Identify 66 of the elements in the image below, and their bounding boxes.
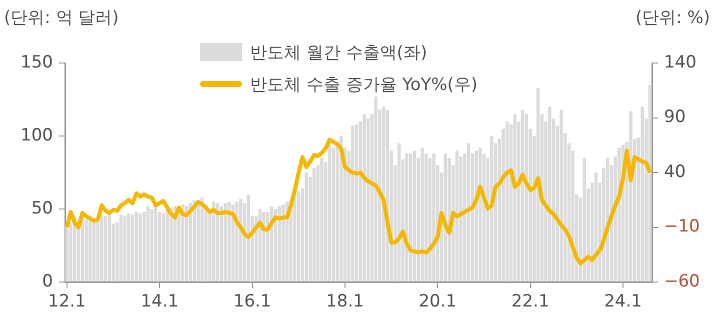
bar <box>150 209 154 282</box>
y2-tick-label: −60 <box>664 271 700 292</box>
y-tick-label: 100 <box>20 125 53 146</box>
bar <box>339 136 343 282</box>
bar <box>154 206 158 282</box>
y2-tick-label: 140 <box>664 52 696 72</box>
bar <box>270 206 274 282</box>
y2-tick-label: −10 <box>664 216 700 237</box>
y-tick-label: 50 <box>31 198 53 218</box>
bar <box>332 148 336 282</box>
bar <box>192 200 196 282</box>
bar <box>123 216 126 282</box>
bar <box>304 172 308 282</box>
x-tick-label: 20.1 <box>418 292 457 312</box>
bar <box>297 191 300 282</box>
x-tick-label: 14.1 <box>140 292 179 312</box>
y-tick-label: 150 <box>20 52 53 72</box>
x-tick-label: 12.1 <box>48 292 86 312</box>
bar <box>282 204 285 282</box>
x-tick-label: 18.1 <box>326 292 364 312</box>
bar <box>212 202 216 282</box>
bar <box>478 148 482 282</box>
bar <box>362 114 366 282</box>
y2-tick-label: 90 <box>664 107 686 128</box>
bar <box>185 206 188 282</box>
bar <box>432 154 436 282</box>
y2-axis-title: (단위: %) <box>635 7 710 29</box>
bar <box>80 218 84 282</box>
bar <box>548 106 552 282</box>
bar <box>408 154 412 282</box>
y-tick-label: 0 <box>42 271 53 292</box>
bar <box>312 168 316 282</box>
bar <box>474 150 478 282</box>
bar <box>278 206 281 282</box>
y-axis-title: (단위: 억 달러) <box>4 7 119 29</box>
bar <box>239 198 242 282</box>
bar <box>224 203 227 282</box>
bar <box>84 219 88 282</box>
bar <box>640 106 644 282</box>
bar <box>138 213 142 282</box>
bar <box>170 208 173 282</box>
bar <box>96 219 100 282</box>
bar <box>351 126 354 282</box>
bar <box>127 213 130 282</box>
bar <box>405 154 408 282</box>
bar <box>520 110 524 282</box>
bar <box>420 148 424 282</box>
bar <box>227 202 231 282</box>
x-tick-label: 16.1 <box>233 292 272 312</box>
bar <box>490 136 494 282</box>
y2-tick-label: 40 <box>664 162 686 182</box>
bar <box>235 202 238 282</box>
bar <box>320 158 324 282</box>
bar <box>560 110 563 282</box>
x-tick-label: 24.1 <box>604 292 642 312</box>
bar <box>293 194 296 282</box>
bar <box>366 118 370 282</box>
bar <box>374 96 378 282</box>
bar <box>262 212 266 282</box>
bar <box>100 214 104 282</box>
legend-label: 반도체 월간 수출액(좌) <box>250 42 428 64</box>
x-tick-label: 22.1 <box>511 292 550 312</box>
bar <box>65 226 69 282</box>
legend-label: 반도체 수출 증가율 YoY%(우) <box>250 74 478 96</box>
bar <box>181 204 184 282</box>
bar <box>506 121 509 282</box>
